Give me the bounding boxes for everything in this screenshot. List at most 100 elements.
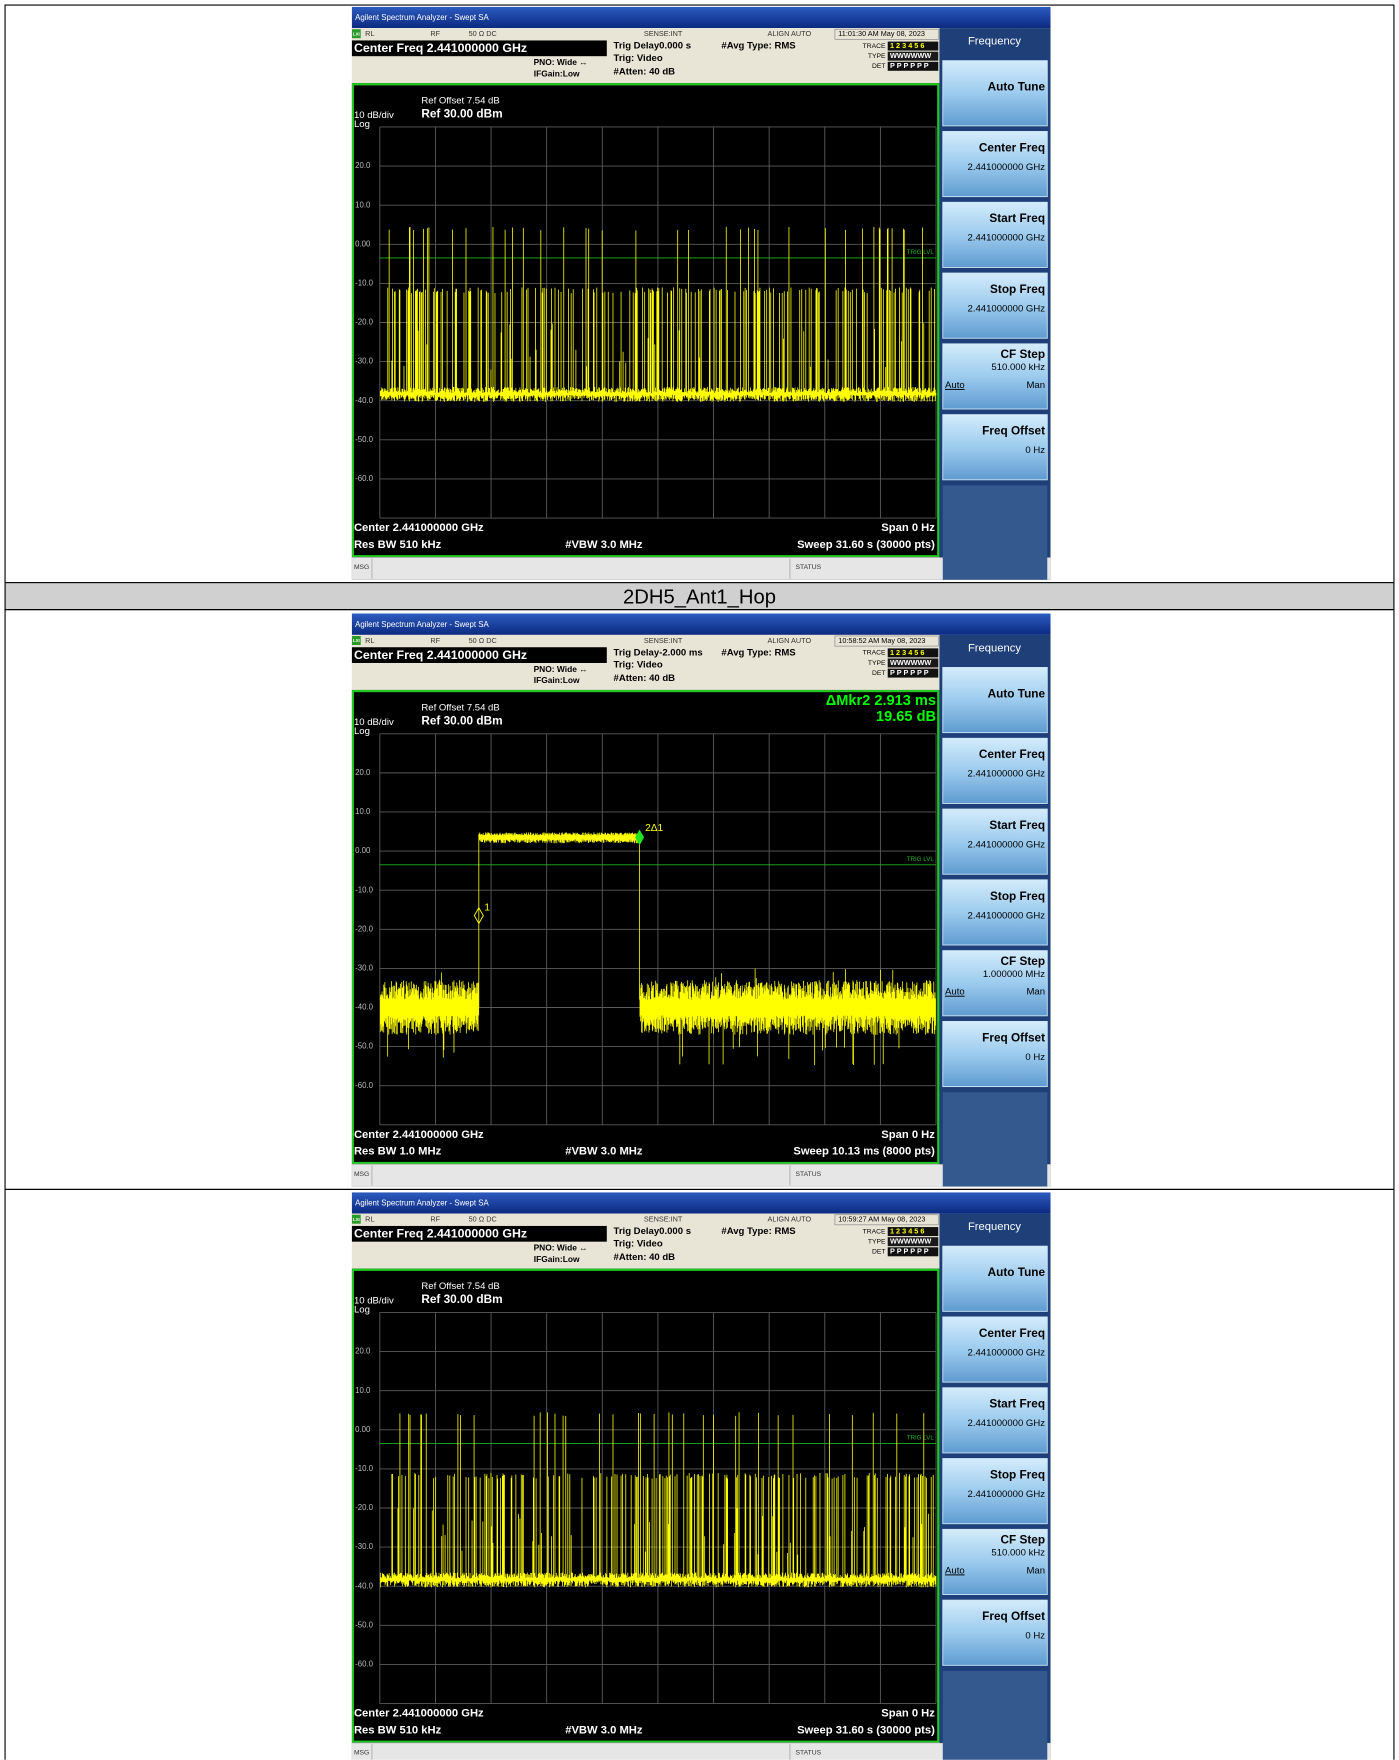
status-field: 10:58:52 AM May 08, 2023 — [838, 636, 925, 645]
status-field: SENSE:INT — [644, 1215, 683, 1224]
softkey-value: 2.441000000 GHz — [968, 1489, 1046, 1500]
softkey — [942, 131, 1048, 198]
atten: #Atten: 40 dB — [614, 1252, 676, 1263]
softkey-label: Auto Tune — [988, 688, 1046, 701]
softkey-label: Stop Freq — [990, 890, 1045, 903]
trace-box — [887, 1237, 939, 1247]
msg-label: MSG — [354, 1171, 369, 1178]
footer-vbw: #VBW 3.0 MHz — [565, 539, 643, 551]
softkey — [942, 667, 1048, 734]
time-box — [834, 635, 939, 647]
trace-label: TYPE — [868, 1238, 886, 1245]
softkey-label: Start Freq — [989, 819, 1045, 832]
log: Log — [354, 119, 370, 130]
y-tick-label: -10.0 — [355, 278, 374, 287]
plot-bg — [351, 1268, 940, 1743]
status-field: 50 Ω DC — [469, 636, 497, 645]
trace-label: TYPE — [868, 660, 886, 667]
status-field: ALIGN AUTO — [767, 29, 811, 38]
log: Log — [354, 726, 370, 737]
lxi-icon — [351, 1214, 361, 1224]
atten: #Atten: 40 dB — [614, 673, 676, 684]
atten: #Atten: 40 dB — [614, 66, 676, 77]
trace-value: 1 2 3 4 5 6 — [890, 1226, 925, 1235]
status-field: SENSE:INT — [644, 29, 683, 38]
softkey-label: Freq Offset — [982, 1031, 1045, 1044]
status-field: RF — [430, 29, 440, 38]
softkey — [942, 808, 1048, 875]
trace-value: P P P P P P — [890, 1247, 929, 1256]
center-freq: Center Freq 2.441000000 GHz — [354, 648, 527, 662]
softkey-man: Man — [1026, 987, 1045, 998]
softkey-value: 2.441000000 GHz — [968, 233, 1046, 244]
trace-box — [887, 1247, 939, 1257]
trace-value: P P P P P P — [890, 668, 929, 677]
trace-label: TRACE — [863, 1228, 886, 1235]
y-tick-label: -10.0 — [355, 885, 374, 894]
status-field: 11:01:30 AM May 08, 2023 — [838, 29, 925, 38]
softkey-label: Start Freq — [989, 212, 1045, 225]
softkey-empty — [942, 1092, 1048, 1187]
softkey-value: 2.441000000 GHz — [968, 1347, 1046, 1358]
y-tick-label: -50.0 — [355, 1042, 374, 1051]
softkey-label: Center Freq — [979, 1327, 1045, 1340]
trace — [379, 832, 936, 1066]
screenshot: Agilent Spectrum Analyzer - Swept SA LXI R… — [351, 6, 1051, 580]
trace-label: DET — [872, 63, 885, 70]
y-tick-label: -10.0 — [355, 1464, 374, 1473]
softkey — [942, 1599, 1048, 1666]
status-field: 50 Ω DC — [469, 1215, 497, 1224]
y-tick-label: -40.0 — [355, 1003, 374, 1012]
trig-level-label: TRIG LVL — [907, 1434, 935, 1441]
analyzer-screen: Agilent Spectrum Analyzer - Swept SA LXI R… — [351, 613, 1051, 1187]
softkey-empty — [942, 1670, 1048, 1760]
footer-vbw: #VBW 3.0 MHz — [565, 1146, 643, 1158]
trace — [379, 1412, 937, 1588]
y-tick-label: -40.0 — [355, 396, 374, 405]
softkey-label: Auto Tune — [988, 1266, 1046, 1279]
y-tick-label: -30.0 — [355, 963, 374, 972]
footer-sweep: Sweep 31.60 s (30000 pts) — [797, 1724, 935, 1736]
trace-box — [887, 648, 939, 658]
softkey — [942, 1387, 1048, 1454]
softkey-header: Frequency — [968, 642, 1021, 654]
y-tick-label: 0.00 — [355, 1425, 371, 1434]
marker-label: 1 — [484, 902, 490, 913]
ref-level: Ref 30.00 dBm — [421, 715, 502, 728]
y-tick-label: 0.00 — [355, 239, 371, 248]
softkey — [942, 1316, 1048, 1383]
softkey-man: Man — [1026, 1565, 1045, 1576]
y-tick-label: 20.0 — [355, 768, 371, 777]
y-tick-label: -30.0 — [355, 357, 374, 366]
center-freq: Center Freq 2.441000000 GHz — [354, 1227, 527, 1241]
softkey-label: CF Step — [1001, 348, 1046, 361]
status-bar — [351, 1163, 1051, 1187]
center-freq-bg — [351, 1225, 607, 1242]
softkey-label: Center Freq — [979, 141, 1045, 154]
softkey-auto: Auto — [945, 987, 965, 998]
analyzer-screen: Agilent Spectrum Analyzer - Swept SA LXI R… — [351, 1192, 1051, 1760]
trace-box — [887, 668, 939, 678]
trace-label: DET — [872, 670, 885, 677]
status-field: ALIGN AUTO — [767, 1215, 811, 1224]
trace — [379, 226, 937, 402]
softkey-label: Freq Offset — [982, 1610, 1045, 1623]
status-field: SENSE:INT — [644, 636, 683, 645]
lxi-icon — [351, 29, 361, 39]
screenshot: Agilent Spectrum Analyzer - Swept SA LXI R… — [351, 1192, 1051, 1760]
scale: 10 dB/div — [354, 1296, 394, 1307]
y-tick-label: 20.0 — [355, 1347, 371, 1356]
softkey-value: 2.441000000 GHz — [968, 910, 1046, 921]
avg-type: #Avg Type: RMS — [721, 647, 795, 658]
plot-bg — [351, 83, 940, 558]
softkey-label: Start Freq — [989, 1398, 1045, 1411]
plot-border — [351, 689, 940, 1165]
ref-offset: Ref Offset 7.54 dB — [421, 702, 499, 713]
pno: PNO: Wide ↔ — [534, 57, 588, 67]
scale: 10 dB/div — [354, 110, 394, 121]
softkey-value: 2.441000000 GHz — [968, 304, 1046, 315]
y-tick-label: 10.0 — [355, 1386, 371, 1395]
y-tick-label: 0.00 — [355, 846, 371, 855]
trace-label: TRACE — [863, 43, 886, 50]
softkey-value: 510.000 kHz — [991, 1547, 1045, 1558]
